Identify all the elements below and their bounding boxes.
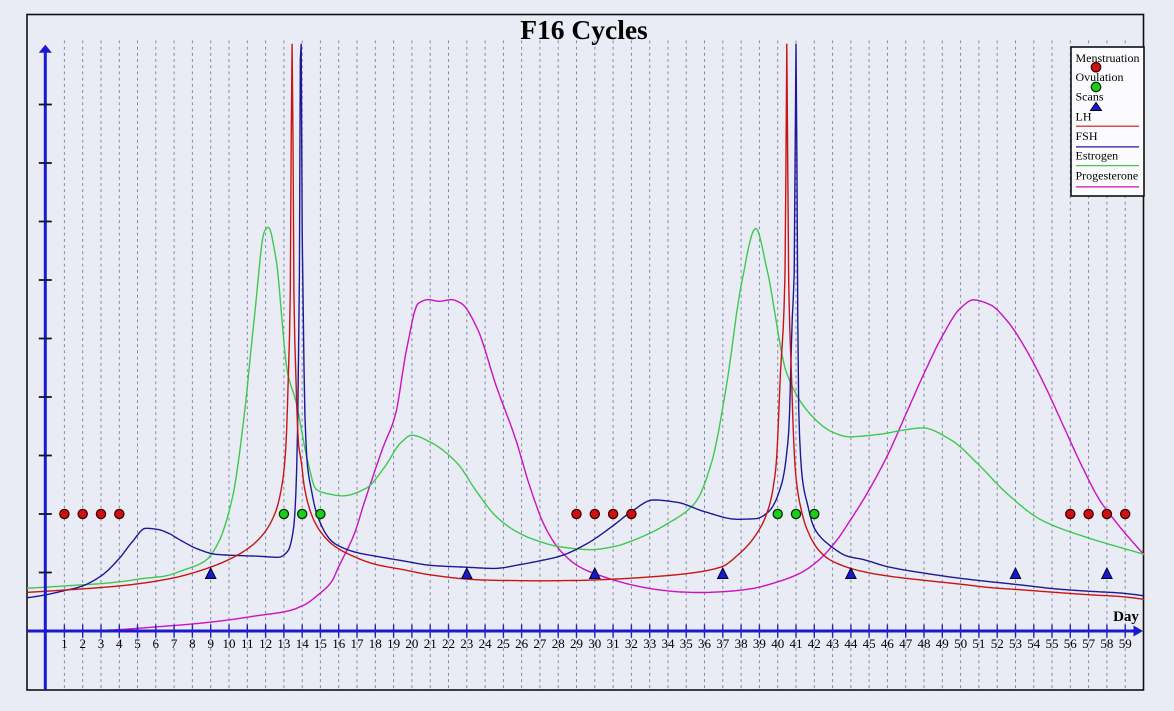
svg-text:19: 19 bbox=[387, 636, 400, 651]
svg-text:25: 25 bbox=[497, 636, 510, 651]
svg-text:28: 28 bbox=[552, 636, 565, 651]
svg-text:9: 9 bbox=[207, 636, 214, 651]
svg-text:35: 35 bbox=[680, 636, 693, 651]
svg-text:21: 21 bbox=[424, 636, 437, 651]
svg-text:40: 40 bbox=[771, 636, 784, 651]
svg-text:8: 8 bbox=[189, 636, 196, 651]
svg-text:53: 53 bbox=[1009, 636, 1022, 651]
svg-text:13: 13 bbox=[277, 636, 290, 651]
svg-text:36: 36 bbox=[698, 636, 712, 651]
svg-text:23: 23 bbox=[460, 636, 473, 651]
svg-text:41: 41 bbox=[790, 636, 803, 651]
svg-text:58: 58 bbox=[1100, 636, 1113, 651]
svg-text:17: 17 bbox=[351, 636, 365, 651]
svg-text:32: 32 bbox=[625, 636, 638, 651]
svg-text:29: 29 bbox=[570, 636, 583, 651]
svg-text:7: 7 bbox=[171, 636, 178, 651]
svg-text:22: 22 bbox=[442, 636, 455, 651]
svg-text:33: 33 bbox=[643, 636, 656, 651]
svg-text:26: 26 bbox=[515, 636, 529, 651]
svg-text:54: 54 bbox=[1027, 636, 1041, 651]
svg-text:31: 31 bbox=[607, 636, 620, 651]
svg-text:Progesterone: Progesterone bbox=[1076, 169, 1139, 183]
svg-text:6: 6 bbox=[153, 636, 160, 651]
svg-text:37: 37 bbox=[716, 636, 730, 651]
svg-text:42: 42 bbox=[808, 636, 821, 651]
svg-text:45: 45 bbox=[863, 636, 876, 651]
svg-text:FSH: FSH bbox=[1076, 129, 1098, 143]
svg-text:30: 30 bbox=[588, 636, 601, 651]
svg-text:48: 48 bbox=[918, 636, 931, 651]
svg-text:20: 20 bbox=[405, 636, 418, 651]
svg-text:39: 39 bbox=[753, 636, 766, 651]
svg-text:11: 11 bbox=[241, 636, 254, 651]
svg-text:43: 43 bbox=[826, 636, 839, 651]
svg-text:38: 38 bbox=[735, 636, 748, 651]
svg-text:59: 59 bbox=[1119, 636, 1132, 651]
svg-text:F16 Cycles: F16 Cycles bbox=[520, 14, 648, 45]
svg-text:34: 34 bbox=[662, 636, 676, 651]
svg-text:24: 24 bbox=[479, 636, 493, 651]
svg-text:Menstruation: Menstruation bbox=[1076, 51, 1140, 65]
svg-text:47: 47 bbox=[899, 636, 913, 651]
svg-text:Day: Day bbox=[1113, 609, 1139, 625]
svg-text:16: 16 bbox=[332, 636, 346, 651]
svg-text:44: 44 bbox=[844, 636, 858, 651]
svg-text:15: 15 bbox=[314, 636, 327, 651]
svg-text:12: 12 bbox=[259, 636, 272, 651]
svg-text:50: 50 bbox=[954, 636, 967, 651]
svg-text:2: 2 bbox=[79, 636, 86, 651]
svg-text:Estrogen: Estrogen bbox=[1076, 148, 1119, 162]
svg-text:27: 27 bbox=[533, 636, 547, 651]
svg-text:46: 46 bbox=[881, 636, 895, 651]
svg-text:49: 49 bbox=[936, 636, 949, 651]
svg-text:14: 14 bbox=[296, 636, 310, 651]
svg-text:LH: LH bbox=[1076, 109, 1092, 123]
svg-text:3: 3 bbox=[98, 636, 105, 651]
svg-text:57: 57 bbox=[1082, 636, 1096, 651]
svg-text:55: 55 bbox=[1046, 636, 1059, 651]
svg-text:1: 1 bbox=[61, 636, 68, 651]
svg-text:52: 52 bbox=[991, 636, 1004, 651]
svg-text:51: 51 bbox=[972, 636, 985, 651]
svg-text:56: 56 bbox=[1064, 636, 1078, 651]
svg-text:Ovulation: Ovulation bbox=[1076, 70, 1124, 84]
svg-text:5: 5 bbox=[134, 636, 141, 651]
svg-text:Scans: Scans bbox=[1076, 89, 1104, 103]
svg-text:4: 4 bbox=[116, 636, 123, 651]
svg-text:10: 10 bbox=[223, 636, 236, 651]
svg-text:18: 18 bbox=[369, 636, 382, 651]
